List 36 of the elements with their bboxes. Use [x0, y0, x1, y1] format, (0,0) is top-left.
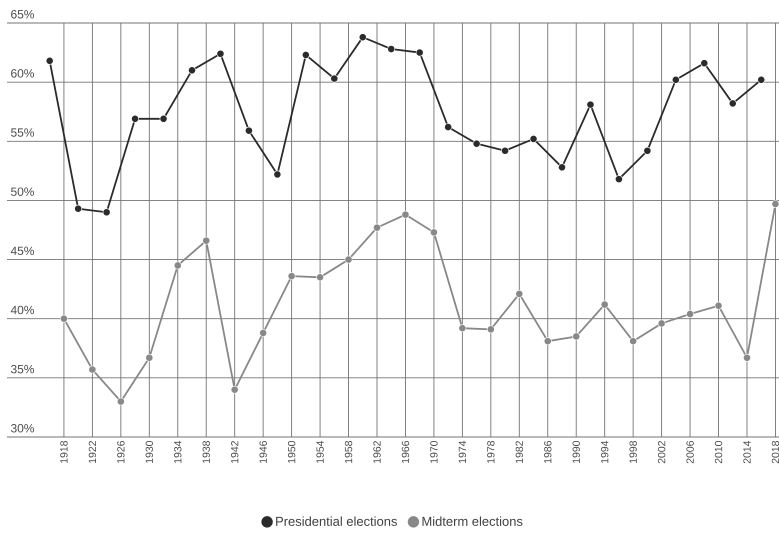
x-tick-label: 1954 — [316, 440, 324, 463]
x-tick-label: 1986 — [544, 440, 552, 463]
x-tick-label: 1934 — [174, 440, 182, 463]
x-tick-label: 1926 — [117, 440, 125, 463]
x-tick-label: 1970 — [430, 440, 438, 463]
x-tick-label: 1938 — [202, 440, 210, 463]
y-tick-label: 50% — [11, 187, 34, 196]
x-tick-label: 1918 — [60, 440, 68, 463]
x-tick-label: 1946 — [259, 440, 267, 463]
x-tick-label: 2018 — [772, 440, 779, 464]
x-tick-label: 1990 — [572, 440, 580, 463]
y-tick-label: 55% — [11, 128, 34, 137]
x-tick-label: 2014 — [743, 440, 751, 464]
y-tick-label: 45% — [10, 246, 34, 256]
x-tick-label: 1962 — [373, 441, 381, 463]
x-tick-label: 1994 — [600, 440, 608, 463]
y-tick-label: 40% — [10, 306, 34, 314]
x-tick-label: 1998 — [629, 440, 637, 463]
x-tick-label: 1930 — [146, 440, 154, 463]
y-tick-label: 60% — [11, 69, 34, 78]
x-tick-label: 2002 — [658, 441, 666, 464]
x-tick-label: 1922 — [88, 441, 96, 463]
y-tick-label: 65% — [11, 10, 34, 18]
x-tick-label: 2006 — [686, 440, 694, 464]
x-tick-label: 1942 — [230, 441, 238, 463]
legend-label: Presidential elections — [276, 516, 397, 526]
x-tick-label: 1950 — [288, 440, 296, 463]
y-tick-label: 30% — [10, 424, 34, 432]
y-tick-label: 35% — [10, 364, 34, 374]
x-tick-label: 1966 — [402, 440, 410, 463]
x-tick-label: 1978 — [487, 440, 495, 463]
x-tick-label: 1974 — [458, 440, 466, 463]
x-tick-label: 1982 — [516, 441, 524, 463]
legend-label: Midterm elections — [422, 516, 522, 526]
x-tick-label: 1958 — [344, 440, 352, 463]
x-tick-label: 2010 — [714, 440, 722, 464]
